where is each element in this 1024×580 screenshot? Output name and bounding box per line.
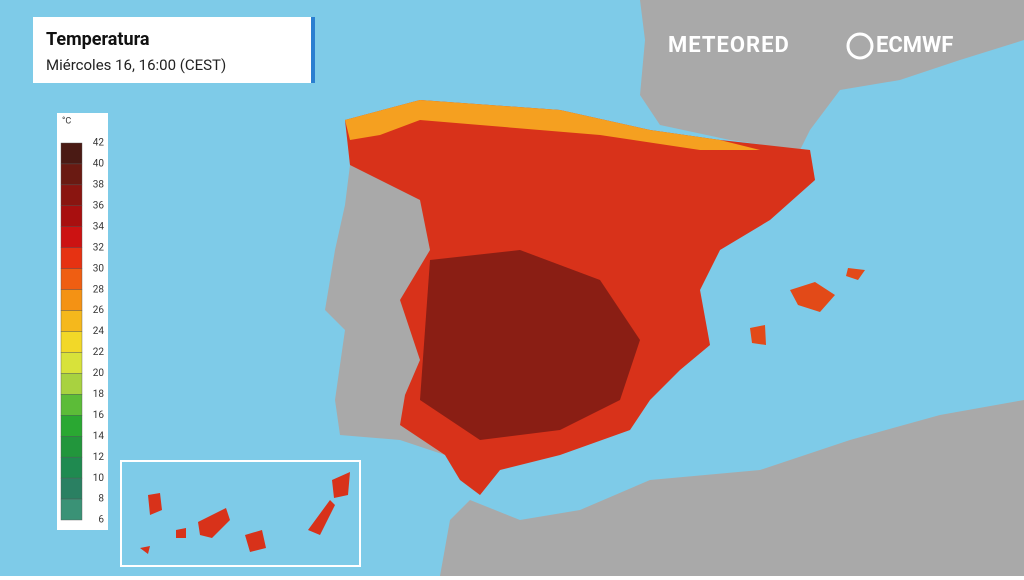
legend-tick-label: 22 (93, 347, 105, 358)
legend-tick-label: 10 (93, 473, 105, 484)
legend-tick-label: 14 (93, 431, 105, 442)
logo-meteored: METEORED (668, 33, 790, 58)
legend-tick-label: 26 (93, 305, 105, 316)
title-box (33, 17, 315, 83)
subtitle: Miércoles 16, 16:00 (CEST) (46, 56, 226, 74)
land-africa (440, 400, 1024, 576)
legend-band (60, 142, 83, 165)
canary-inset (120, 460, 361, 567)
legend-tick-label: 32 (93, 242, 105, 253)
legend-tick-label: 42 (93, 138, 105, 149)
title: Temperatura (46, 29, 150, 50)
balearics (750, 268, 865, 345)
legend-tick-label: 30 (93, 263, 105, 274)
title-accent (311, 17, 315, 83)
legend-band (60, 310, 83, 332)
logo-ecmwf: ECMWF (876, 33, 953, 58)
legend-unit: °C (62, 116, 71, 126)
legend-band (60, 163, 83, 186)
legend-tick-label: 8 (98, 494, 104, 505)
interior-hot (420, 250, 640, 440)
legend-tick-label: 24 (93, 326, 105, 337)
legend-band (60, 247, 83, 269)
legend-band (60, 352, 83, 374)
legend-tick-label: 6 (98, 515, 104, 526)
legend-tick-label: 16 (93, 410, 105, 421)
legend-band (60, 436, 83, 458)
legend-tick-label: 28 (93, 284, 105, 295)
legend-band (60, 477, 83, 500)
ecmwf-icon (846, 32, 874, 60)
legend-band (60, 226, 83, 248)
legend-tick-label: 12 (93, 452, 105, 463)
land-france (640, 0, 1024, 150)
north-coast-cooler (345, 100, 760, 150)
legend-tick-label: 20 (93, 368, 105, 379)
legend-band (60, 205, 83, 227)
legend-tick-label: 36 (93, 200, 105, 211)
legend-band (60, 289, 83, 311)
legend-band (60, 373, 83, 395)
legend-band (60, 331, 83, 353)
legend-tick-label: 18 (93, 389, 105, 400)
legend-band (60, 498, 83, 521)
legend-band (60, 268, 83, 290)
legend-tick-label: 34 (93, 221, 105, 232)
legend-band (60, 394, 83, 416)
legend-band (60, 184, 83, 207)
legend-tick-label: 38 (93, 180, 105, 191)
legend-tick-label: 40 (93, 159, 105, 170)
legend-band (60, 456, 83, 479)
legend-band (60, 415, 83, 437)
